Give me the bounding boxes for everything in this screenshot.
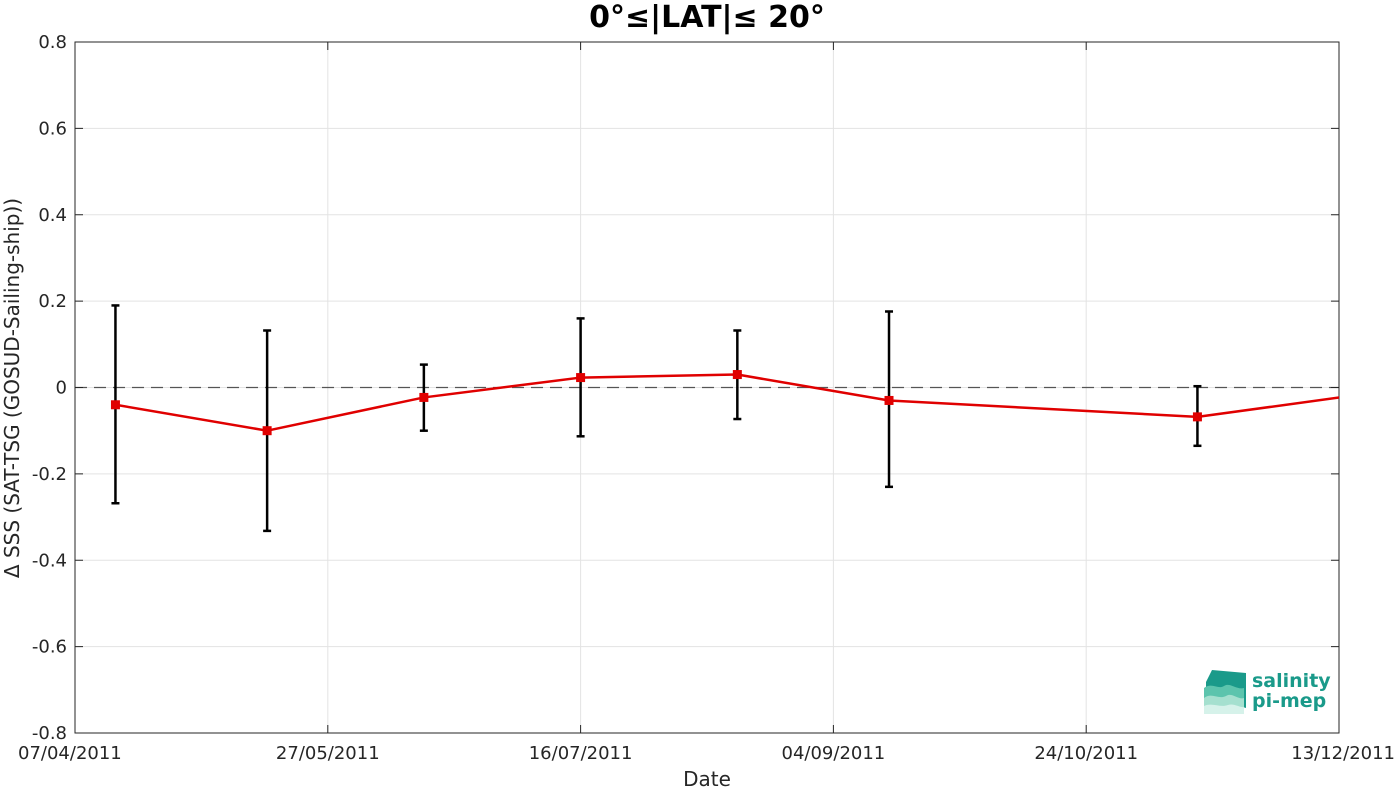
data-point-marker: [732, 370, 742, 380]
x-axis-label: Date: [683, 767, 731, 788]
y-tick-label: -0.2: [32, 464, 67, 485]
series-line: [115, 373, 1339, 432]
data-point-marker: [1345, 392, 1353, 400]
wave-logo-icon: [1204, 670, 1246, 714]
x-tick-label: 13/12/2011: [1291, 743, 1395, 764]
data-point-marker: [262, 426, 272, 436]
x-tick-labels: 07/04/2011 27/05/2011 16/07/2011 04/09/2011…: [18, 743, 1395, 764]
x-tick-label: 16/07/2011: [529, 743, 633, 764]
series-line-path: [115, 373, 1339, 432]
y-tick-label: -0.6: [32, 637, 67, 658]
y-tick-label: 0: [56, 378, 67, 399]
salinity-pi-mep-logo: salinity pi-mep: [1204, 670, 1331, 714]
y-tick-label: 0.6: [38, 118, 67, 139]
logo-text-salinity: salinity: [1252, 670, 1331, 692]
x-tick-label: 24/10/2011: [1034, 743, 1138, 764]
data-point-marker: [1192, 412, 1202, 422]
x-tick-label: 04/09/2011: [782, 743, 886, 764]
chart-title: 0°≤|LAT|≤ 20°: [589, 0, 825, 35]
y-axis-label: Δ SSS (SAT-TSG (GOSUD-Sailing-ship)): [0, 198, 24, 578]
x-tick-label: 07/04/2011: [18, 743, 122, 764]
data-point-marker: [576, 373, 586, 383]
data-point-marker: [110, 400, 120, 410]
y-tick-label: 0.4: [38, 205, 67, 226]
logo-text-pi-mep: pi-mep: [1252, 690, 1326, 712]
data-point-marker: [419, 392, 429, 402]
error-bars: [111, 304, 1202, 533]
y-tick-label: -0.4: [32, 550, 67, 571]
series-markers: [110, 370, 1353, 436]
y-tick-labels: -0.8 -0.6 -0.4 -0.2 0 0.2 0.4 0.6 0.8: [32, 32, 67, 744]
axis-ticks: [74, 41, 1340, 734]
y-tick-label: 0.2: [38, 291, 67, 312]
x-tick-label: 27/05/2011: [276, 743, 380, 764]
data-point-marker: [884, 395, 894, 405]
y-tick-label: 0.8: [38, 32, 67, 53]
y-tick-label: -0.8: [32, 723, 67, 744]
